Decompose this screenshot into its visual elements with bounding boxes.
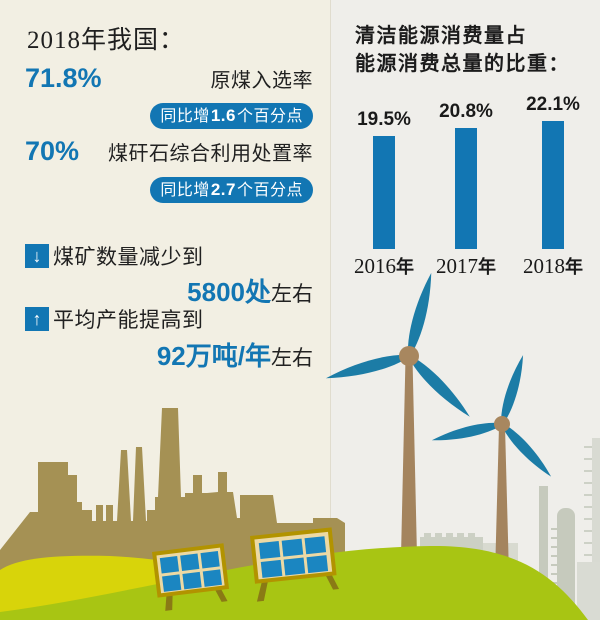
bar-category-label: 2017年 bbox=[436, 254, 496, 278]
stat-row-coal-washing: 71.8% 原煤入选率 bbox=[25, 63, 313, 94]
badge-value: 2.7 bbox=[210, 180, 236, 199]
trend-value-line: 5800处左右 bbox=[187, 272, 313, 309]
trend-row-capacity: ↑ 平均产能提高到 bbox=[25, 304, 204, 334]
trend-text: 平均产能提高到 bbox=[53, 309, 204, 332]
wind-turbine-large bbox=[325, 272, 470, 556]
yoy-badge: 同比增2.7个百分点 bbox=[150, 177, 313, 203]
badge-suffix: 个百分点 bbox=[236, 108, 303, 125]
trend-row-mine-count: ↓ 煤矿数量减少到 bbox=[25, 241, 204, 271]
trend-highlight: 5800处 bbox=[187, 277, 271, 307]
solar-cells bbox=[159, 550, 223, 592]
stat-label: 煤矸石综合利用处置率 bbox=[108, 143, 313, 165]
trend-suffix: 左右 bbox=[271, 347, 313, 370]
bar-category-label: 2016年 bbox=[354, 254, 414, 278]
badge-value: 1.6 bbox=[210, 106, 236, 125]
panel-leg bbox=[256, 578, 269, 602]
chart-bar bbox=[455, 128, 477, 249]
turbine-blades bbox=[431, 355, 552, 477]
chart-bar bbox=[542, 121, 564, 249]
arrow-up-icon: ↑ bbox=[25, 307, 49, 331]
chart-title-line1: 清洁能源消费量占 bbox=[355, 25, 527, 47]
bar-category-label: 2018年 bbox=[523, 254, 583, 278]
turbine-hub bbox=[399, 346, 419, 366]
turbine-pole bbox=[494, 426, 510, 594]
solar-panel-left bbox=[152, 543, 230, 611]
chart-title-line2: 能源消费总量的比重： bbox=[355, 53, 570, 75]
bar-value-label: 20.8% bbox=[439, 101, 493, 122]
trend-text: 煤矿数量减少到 bbox=[53, 246, 204, 269]
badge-suffix: 个百分点 bbox=[236, 182, 303, 199]
solar-panel-right bbox=[249, 527, 340, 602]
bar-value-label: 22.1% bbox=[526, 94, 580, 115]
badge-prefix: 同比增 bbox=[160, 108, 210, 125]
chart-bar bbox=[373, 136, 395, 249]
energy-illustration bbox=[0, 272, 600, 620]
yoy-badge: 同比增1.6个百分点 bbox=[150, 103, 313, 129]
chart-title: 清洁能源消费量占 能源消费总量的比重： bbox=[355, 22, 570, 78]
trend-highlight: 92万吨/年 bbox=[156, 341, 271, 371]
turbine-pole bbox=[401, 358, 417, 556]
bar-value-label: 19.5% bbox=[357, 109, 411, 130]
intro-heading: 2018年我国： bbox=[27, 27, 186, 54]
arrow-down-icon: ↓ bbox=[25, 244, 49, 268]
wind-turbine-small bbox=[431, 355, 552, 594]
panel-leg bbox=[324, 571, 340, 590]
stat-value: 71.8% bbox=[25, 63, 102, 93]
trend-suffix: 左右 bbox=[271, 283, 313, 306]
badge-prefix: 同比增 bbox=[160, 182, 210, 199]
turbine-hub bbox=[494, 416, 510, 432]
stat-value: 70% bbox=[25, 136, 80, 166]
stat-row-gangue-utilization: 70% 煤矸石综合利用处置率 bbox=[25, 136, 313, 167]
turbine-blades bbox=[325, 272, 470, 417]
solar-cells bbox=[258, 536, 329, 578]
stat-label: 原煤入选率 bbox=[210, 70, 313, 92]
green-hill bbox=[0, 545, 588, 620]
trend-value-line: 92万吨/年左右 bbox=[157, 336, 313, 373]
